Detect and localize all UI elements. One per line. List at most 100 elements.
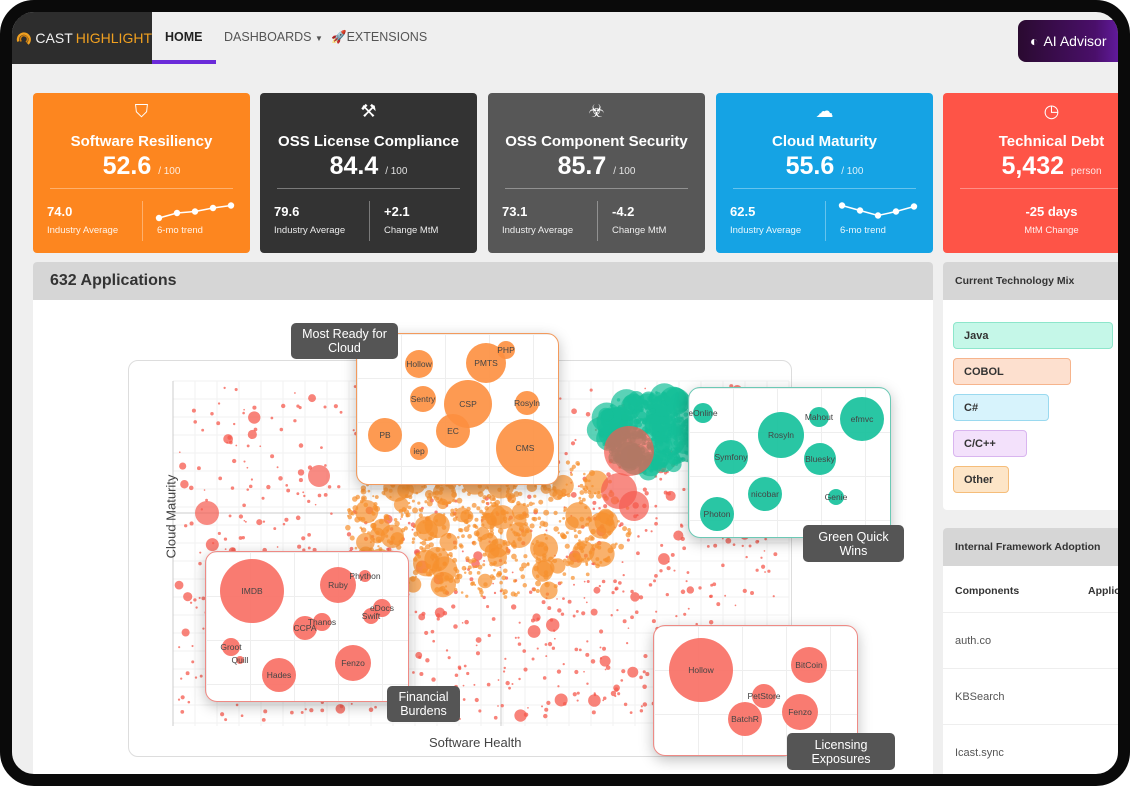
nav-dashboards[interactable]: DASHBOARDS ▼: [224, 30, 323, 44]
scatter-point: [424, 546, 450, 572]
scatter-point: [583, 580, 586, 583]
scatter-point: [636, 551, 640, 556]
scatter-point: [456, 536, 460, 539]
col-components[interactable]: Components: [955, 585, 1020, 597]
scatter-point: [667, 427, 672, 431]
scatter-point: [457, 665, 462, 669]
scatter-point: [230, 486, 235, 490]
scatter-point: [526, 504, 530, 508]
scatter-point: [445, 649, 449, 652]
scatter-point: [278, 476, 283, 481]
metric-card-software-resiliency[interactable]: ⛉ Software Resiliency 52.6 / 100 74.0 In…: [33, 93, 250, 253]
scatter-point: [678, 416, 682, 420]
caret-down-icon: ▼: [315, 34, 323, 43]
framework-row[interactable]: KBSearch: [943, 668, 1118, 724]
scatter-point: [679, 441, 684, 446]
scatter-point: [742, 588, 747, 593]
scatter-point: [300, 711, 304, 714]
scatter-point: [517, 636, 520, 639]
scatter-point: [547, 641, 553, 647]
trend-point: [910, 203, 918, 210]
clock-icon: ◷: [1043, 101, 1060, 121]
scatter-point: [476, 506, 481, 511]
scatter-point: [542, 555, 547, 561]
scatter-point: [180, 479, 189, 489]
technology-bar[interactable]: C/C++: [953, 430, 1027, 457]
scatter-point: [498, 572, 502, 576]
scatter-point: [429, 531, 435, 537]
metric-card-oss-license-compliance[interactable]: ⚒ OSS License Compliance 84.4 / 100 79.6…: [260, 93, 477, 253]
scatter-point: [590, 659, 596, 664]
framework-row[interactable]: Icast.sync: [943, 724, 1118, 774]
metric-card-cloud-maturity[interactable]: ☁ Cloud Maturity 55.6 / 100 62.5 Industr…: [716, 93, 933, 253]
technology-bar[interactable]: Other: [953, 466, 1009, 493]
cluster-popup[interactable]: IMDB Ruby Phython eDocs Swift Thanos CCPA Groot…: [205, 551, 409, 702]
trend-point: [191, 208, 199, 215]
scatter-point: [632, 409, 637, 415]
scatter-point: [294, 392, 296, 394]
scatter-point: [335, 704, 346, 714]
scatter-point: [276, 546, 279, 548]
scatter-point: [523, 712, 529, 717]
scatter-point: [486, 605, 490, 609]
scatter-point: [627, 666, 639, 678]
framework-adoption-panel: Internal Framework Adoption Components A…: [943, 528, 1118, 774]
scatter-point: [585, 563, 589, 567]
scatter-point: [259, 445, 262, 448]
scatter-point: [181, 628, 190, 637]
industry-average-label: Industry Average: [47, 225, 119, 236]
scatter-point: [317, 493, 322, 498]
scatter-point: [545, 655, 548, 658]
scatter-point: [536, 617, 540, 621]
metric-card-technical-debt[interactable]: ◷ Technical Debt 5,432 person -25 days M…: [943, 93, 1118, 253]
scatter-point: [531, 560, 553, 582]
scatter-point: [626, 538, 630, 542]
scatter-point: [686, 586, 695, 594]
scatter-point: [217, 402, 221, 405]
scatter-point: [586, 640, 589, 643]
scatter-point: [511, 571, 514, 574]
technology-bar[interactable]: COBOL: [953, 358, 1071, 385]
scatter-point: [642, 670, 646, 674]
nav-extensions[interactable]: 🚀EXTENSIONS: [331, 30, 427, 45]
scatter-point: [418, 508, 422, 512]
scatter-point: [426, 571, 431, 577]
col-applications[interactable]: Applic: [1088, 585, 1118, 597]
technology-bar[interactable]: Java: [953, 322, 1113, 349]
framework-row[interactable]: auth.co: [943, 612, 1118, 668]
app-bubble-label: PMTS: [474, 358, 498, 368]
scatter-point: [520, 574, 526, 580]
logo[interactable]: CAST HIGHLIGHT: [12, 12, 152, 64]
nav-home[interactable]: HOME: [165, 30, 203, 44]
metric-card-oss-component-security[interactable]: ☣ OSS Component Security 85.7 / 100 73.1…: [488, 93, 705, 253]
scatter-point: [653, 579, 657, 583]
cluster-label: Most Ready for Cloud: [291, 323, 398, 359]
scatter-point: [560, 612, 565, 616]
scatter-point: [212, 541, 215, 545]
brand-highlight: HIGHLIGHT: [75, 30, 152, 46]
scatter-point: [493, 568, 496, 572]
cluster-popup[interactable]: eOnline Rosyln Mahout efmvc Symfony Bluesky ni…: [688, 387, 891, 538]
app-bubble-label: CMS: [515, 443, 535, 453]
ai-advisor-button[interactable]: ◐ AI Advisor: [1018, 20, 1118, 62]
technology-bar[interactable]: C#: [953, 394, 1049, 421]
scatter-point: [518, 677, 521, 681]
scatter-point: [500, 588, 504, 592]
scatter-point: [663, 471, 667, 475]
scatter-point: [671, 459, 678, 465]
scatter-point: [642, 487, 647, 492]
scatter-point: [361, 488, 365, 493]
scatter-point: [564, 543, 570, 549]
scatter-point: [544, 707, 549, 712]
scatter-point: [347, 514, 352, 520]
scatter-point: [724, 594, 727, 597]
scatter-point: [527, 494, 532, 499]
scatter-point: [630, 589, 634, 594]
scatter-point: [534, 485, 537, 488]
scatter-point: [576, 462, 580, 466]
scatter-point: [709, 594, 712, 598]
scatter-point: [474, 565, 478, 569]
scatter-point: [543, 713, 548, 719]
scatter-point: [434, 607, 445, 618]
component-name: Icast.sync: [955, 746, 1004, 759]
